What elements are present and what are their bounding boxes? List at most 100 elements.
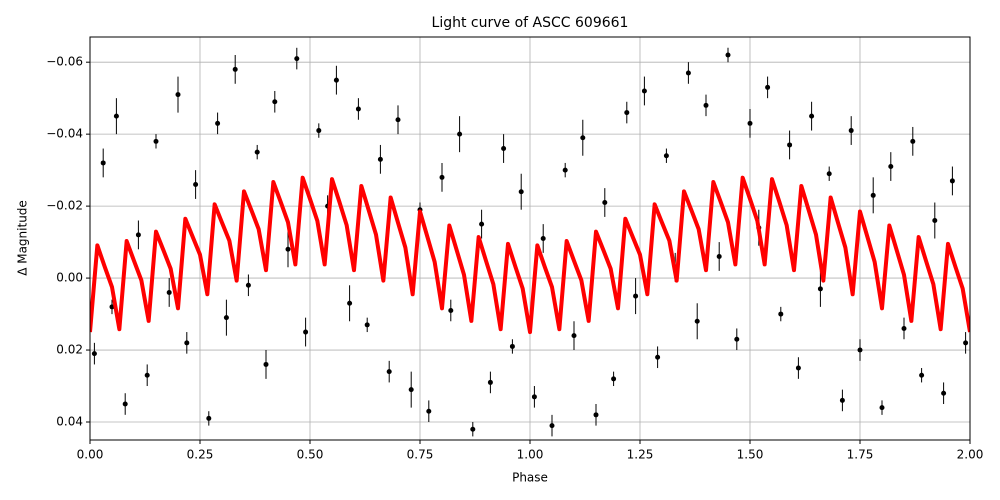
data-point [448,307,454,313]
data-point [624,110,630,116]
data-point [826,171,832,177]
x-tick-label: 1.50 [737,448,764,462]
data-point [509,343,515,349]
data-point [641,88,647,94]
y-tick-label: 0.00 [56,271,83,285]
data-point [223,315,229,321]
data-point [949,178,955,184]
data-point [703,102,709,108]
data-point [901,325,907,331]
data-point [549,423,555,429]
data-point [294,56,300,62]
data-point [245,282,251,288]
data-point [910,138,916,144]
data-point [272,99,278,105]
data-point [303,329,309,335]
data-point [725,52,731,58]
y-tick-label: −0.06 [46,55,83,69]
y-tick-label: 0.02 [56,343,83,357]
data-point [254,149,260,155]
data-point [562,167,568,173]
data-point [685,70,691,76]
data-point [91,351,97,357]
data-point [809,113,815,119]
data-point [778,311,784,317]
x-tick-label: 1.00 [517,448,544,462]
data-point [408,387,414,393]
plot-area [90,47,970,437]
data-point [747,120,753,126]
x-tick-label: 2.00 [957,448,984,462]
data-point [518,189,524,195]
data-point [487,379,493,385]
data-point [655,354,661,360]
model-line [90,175,970,335]
data-point [184,340,190,346]
data-point [580,135,586,141]
data-point [870,192,876,198]
data-point [285,246,291,252]
data-point [888,164,894,170]
data-point [611,376,617,382]
data-point [347,300,353,306]
data-point [839,397,845,403]
y-tick-label: −0.04 [46,127,83,141]
data-point [153,138,159,144]
data-point [787,142,793,148]
data-point [395,117,401,123]
data-point [113,113,119,119]
x-tick-label: 0.50 [297,448,324,462]
data-point [457,131,463,137]
x-tick-label: 1.75 [847,448,874,462]
data-point [470,426,476,432]
y-axis-label: Δ Magnitude [16,200,30,276]
data-point [439,174,445,180]
data-point [663,153,669,159]
x-tick-label: 0.25 [187,448,214,462]
data-point [263,361,269,367]
data-point [355,106,361,112]
chart-title: Light curve of ASCC 609661 [432,15,629,31]
data-point [122,401,128,407]
x-tick-label: 0.00 [77,448,104,462]
data-point [795,365,801,371]
data-point [175,92,181,98]
data-point [919,372,925,378]
data-point [593,412,599,418]
data-point [144,372,150,378]
data-point [734,336,740,342]
data-point [364,322,370,328]
data-point [135,232,141,238]
x-axis-label: Phase [512,471,548,485]
data-point [333,77,339,83]
data-point [166,289,172,295]
x-tick-label: 0.75 [407,448,434,462]
data-point [531,394,537,400]
y-tick-label: −0.02 [46,199,83,213]
data-point [316,128,322,134]
y-tick-label: 0.04 [56,415,83,429]
data-point [215,120,221,126]
data-point [633,293,639,299]
data-point [426,408,432,414]
data-point [193,182,199,188]
data-point [602,200,608,206]
data-point [232,66,238,72]
data-point [932,218,938,224]
data-point [848,128,854,134]
data-point [857,347,863,353]
data-point [571,333,577,339]
data-point [963,340,969,346]
data-point [206,415,212,421]
data-point [879,405,885,411]
x-tick-label: 1.25 [627,448,654,462]
ticks: 0.00 0.25 0.50 0.75 1.00 1.25 1.50 1.75 2.00 −0.0… [46,55,983,462]
data-point [386,369,392,375]
data-point [765,84,771,90]
data-point [100,160,106,166]
data-point [377,156,383,162]
data-point [694,318,700,324]
data-point [501,146,507,152]
